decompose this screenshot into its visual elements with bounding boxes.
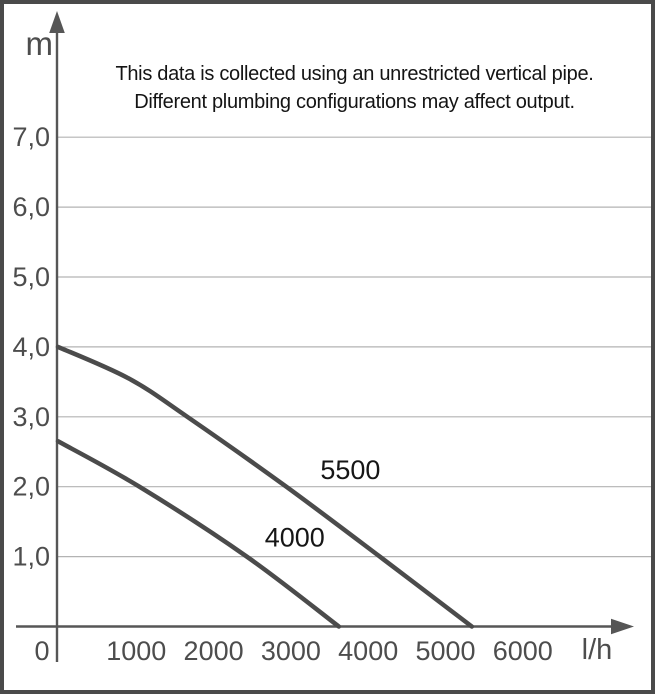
curve-4000 — [55, 439, 342, 629]
x-tick-label-4000: 4000 — [338, 636, 398, 666]
y-tick-label-5: 5,0 — [12, 262, 50, 292]
y-tick-label-2: 2,0 — [12, 472, 50, 502]
y-tick-label-1: 1,0 — [12, 542, 50, 572]
y-tick-label-7: 7,0 — [12, 122, 50, 152]
x-tick-label-2000: 2000 — [184, 636, 244, 666]
x-tick-label-6000: 6000 — [493, 636, 553, 666]
curve-5500 — [55, 344, 475, 629]
chart-annotation: This data is collected using an unrestri… — [62, 60, 647, 116]
y-axis-arrow-icon — [49, 11, 65, 33]
x-tick-label-3000: 3000 — [261, 636, 321, 666]
y-tick-label-4: 4,0 — [12, 332, 50, 362]
x-tick-label-5000: 5000 — [415, 636, 475, 666]
curve-label-5500: 5500 — [320, 455, 380, 485]
y-axis-unit-label: m — [26, 25, 54, 62]
x-tick-label-1000: 1000 — [106, 636, 166, 666]
y-tick-label-6: 6,0 — [12, 192, 50, 222]
curve-label-4000: 4000 — [265, 523, 325, 553]
x-tick-label-0: 0 — [34, 636, 49, 666]
annotation-line-2: Different plumbing configurations may af… — [134, 91, 575, 113]
annotation-line-1: This data is collected using an unrestri… — [115, 63, 594, 85]
x-axis-arrow-icon — [611, 618, 634, 635]
x-axis-unit-label: l/h — [582, 634, 613, 666]
y-tick-label-3: 3,0 — [12, 402, 50, 432]
